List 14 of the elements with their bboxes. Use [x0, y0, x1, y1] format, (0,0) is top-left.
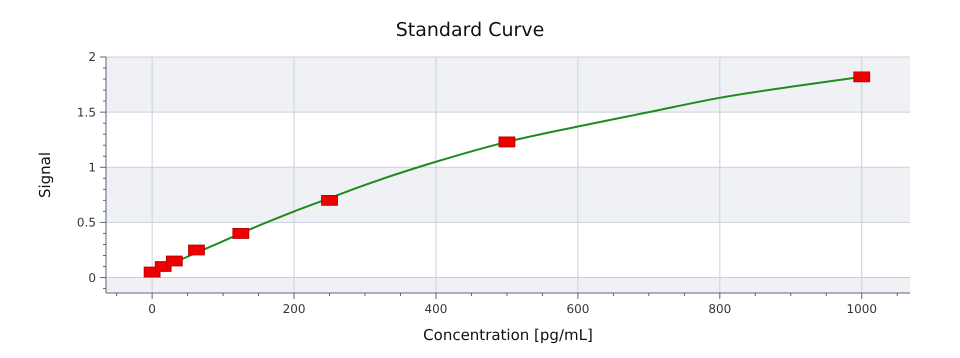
x-tick-label: 400	[424, 302, 448, 316]
y-tick-label: 2	[88, 50, 96, 64]
x-axis-title: Concentration [pg/mL]	[423, 326, 593, 344]
chart-title: Standard Curve	[396, 19, 544, 41]
x-tick-label: 200	[282, 302, 306, 316]
x-tick-label: 1000	[846, 302, 878, 316]
x-tick-label: 600	[566, 302, 590, 316]
y-axis-title: Signal	[36, 152, 54, 198]
y-tick-label: 0	[88, 270, 96, 285]
y-tick-label: 1.5	[76, 105, 96, 120]
x-tick-label: 0	[148, 302, 156, 316]
x-tick-label: 800	[708, 302, 732, 316]
y-tick-label: 1	[88, 160, 96, 174]
y-tick-label: 0.5	[76, 216, 96, 230]
